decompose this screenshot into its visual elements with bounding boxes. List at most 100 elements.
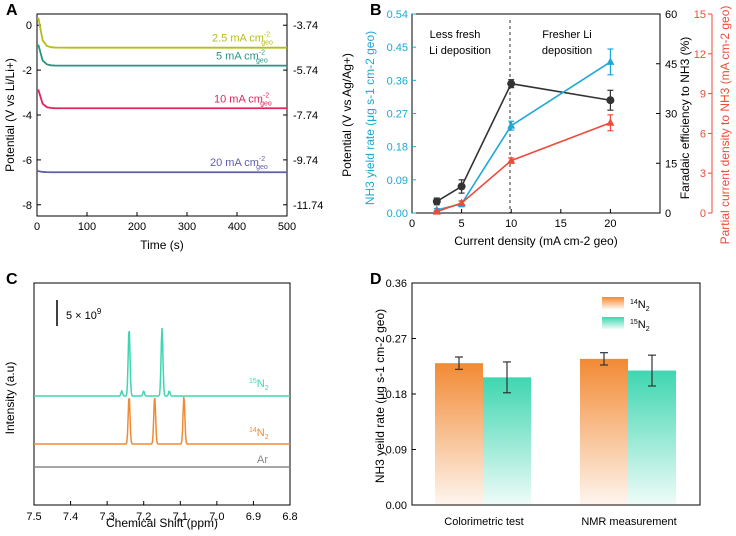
panel-d-ylabel: NH3 yeild rate (μg s-1 cm-2 geo) (373, 309, 387, 483)
d-category-label: NMR measurement (581, 516, 676, 528)
b-point-current (432, 207, 441, 215)
panel-b-ylabel-mid: Faradaic efficiency to NH3 (%) (678, 37, 692, 200)
a-series-label: 10 mA cm-2 geo (214, 92, 272, 107)
c-label-15n2: 15N2 (249, 378, 269, 392)
d-ytick-label: 0.36 (386, 278, 407, 290)
b-ytick-mid-label: 0 (665, 208, 671, 220)
annotation-fresher-2: deposition (542, 45, 592, 57)
panel-b-ylabel-left: NH3 yield rate (μg s-1 cm-2 geo) (363, 31, 377, 205)
a-xtick-label: 500 (278, 221, 296, 233)
b-series-line (436, 82, 611, 203)
a-ytick-right-label: -3.74 (293, 20, 318, 32)
a-series-label: 20 mA cm-2 geo (210, 156, 268, 171)
d-ytick-label: 0.09 (386, 445, 407, 457)
d-bar (628, 370, 676, 505)
d-bar (435, 363, 483, 505)
d-ytick-label: 0.27 (386, 334, 407, 346)
a-series-line (37, 17, 287, 49)
b-point-fe (432, 197, 441, 206)
a-ytick-label: -4 (22, 110, 32, 122)
d-bar (580, 358, 628, 505)
a-series-label: 5 mA cm-2 geo (216, 50, 268, 65)
panel-c: C 5 × 109 7.5 7.4 7.3 7.2 7.1 7.0 6.9 6.8 15N2 1… (3, 271, 298, 530)
b-xtick-label: 5 (459, 218, 465, 230)
b-point-current (507, 156, 516, 164)
a-ytick-right-label: -9.74 (293, 155, 318, 167)
c-spectrum-line (34, 327, 290, 397)
b-ytick-mid-label: 30 (665, 109, 677, 121)
b-ytick-right-label: 6 (700, 128, 706, 140)
panel-c-letter: C (6, 271, 18, 288)
b-ytick-right-label: 0 (700, 208, 706, 220)
b-series-line (436, 122, 611, 213)
a-ytick-right-label: -11.74 (293, 200, 323, 212)
a-xtick-label: 400 (228, 221, 246, 233)
annotation-fresher-1: Fresher Li (542, 29, 592, 41)
a-xtick-label: 100 (78, 221, 96, 233)
d-legend-label: 14N2 (630, 299, 650, 313)
c-xtick-label: 6.8 (282, 511, 297, 523)
c-spectrum-line (34, 396, 290, 445)
d-legend-swatch (602, 317, 624, 329)
c-xtick-label: 7.1 (173, 511, 188, 523)
panel-a-xlabel: Time (s) (140, 238, 184, 252)
a-ytick-label: -2 (22, 65, 32, 77)
c-xtick-label: 7.0 (209, 511, 224, 523)
a-series-label: 2.5 mA cm-2 geo (212, 32, 273, 47)
panel-b: B Less fresh Li deposition Fresher Li de… (363, 2, 732, 248)
b-xtick-label: 20 (604, 218, 616, 230)
b-ytick-right-label: 15 (694, 9, 706, 21)
c-label-14n2: 14N2 (249, 427, 269, 441)
a-ytick-right-label: -7.74 (293, 110, 318, 122)
b-ytick-mid-label: 15 (665, 158, 677, 170)
b-ytick-right-label: 9 (700, 89, 706, 101)
b-ytick-label: 0.18 (387, 142, 408, 154)
b-ytick-right-label: 12 (694, 49, 706, 61)
a-ytick-label: 0 (26, 20, 32, 32)
b-point-yield (507, 121, 516, 129)
panel-a-ylabel-right: Potential (V vs Ag/Ag+) (340, 53, 354, 177)
d-legend-swatch (602, 297, 624, 309)
b-ytick-right-label: 3 (700, 168, 706, 180)
b-point-yield (606, 57, 615, 65)
annotation-less-fresh-1: Less fresh (430, 29, 481, 41)
a-xtick-label: 0 (34, 221, 40, 233)
panel-b-xlabel: Current density (mA cm-2 geo) (454, 234, 617, 248)
panel-c-xlabel: Chemical Shift (ppm) (106, 516, 218, 530)
d-category-label: Colorimetric test (444, 516, 523, 528)
b-point-fe (606, 96, 615, 105)
scale-bar-label: 5 × 109 (66, 307, 102, 322)
a-ytick-label: -6 (22, 155, 32, 167)
c-xtick-label: 6.9 (246, 511, 261, 523)
b-xtick-label: 15 (555, 218, 567, 230)
c-xtick-label: 7.5 (26, 511, 41, 523)
b-xtick-label: 10 (505, 218, 517, 230)
c-label-ar: Ar (257, 454, 268, 466)
panel-c-frame (33, 282, 291, 506)
b-ytick-label: 0.09 (387, 175, 408, 187)
panel-d-letter: D (370, 271, 382, 288)
d-ytick-label: 0.18 (386, 389, 407, 401)
panel-a-letter: A (6, 2, 18, 19)
b-ytick-mid-label: 45 (665, 59, 677, 71)
c-xtick-label: 7.3 (99, 511, 114, 523)
annotation-less-fresh-2: Li deposition (429, 45, 491, 57)
b-ytick-label: 0.27 (387, 109, 408, 121)
b-ytick-label: 0.54 (387, 9, 408, 21)
b-point-fe (457, 182, 466, 191)
d-legend-label: 15N2 (630, 319, 650, 333)
a-xtick-label: 300 (178, 221, 196, 233)
c-xtick-label: 7.2 (136, 511, 151, 523)
panel-b-ylabel-right: Partial current density to NH3 (mA cm-2 … (718, 6, 732, 245)
b-point-current (606, 118, 615, 126)
panel-a-ylabel-left: Potential (V vs Li/Li+) (3, 58, 17, 172)
b-ytick-label: 0.00 (387, 208, 408, 220)
panel-a: A 0 100 200 300 400 500 0 -2 -4 -6 -8 -3.74 -5.74 -7.… (3, 2, 354, 252)
b-ytick-label: 0.36 (387, 75, 408, 87)
c-xtick-label: 7.4 (63, 511, 78, 523)
a-ytick-right-label: -5.74 (293, 65, 318, 77)
panel-b-letter: B (370, 2, 382, 19)
a-series-line (37, 44, 287, 67)
panel-b-frame (411, 13, 661, 214)
